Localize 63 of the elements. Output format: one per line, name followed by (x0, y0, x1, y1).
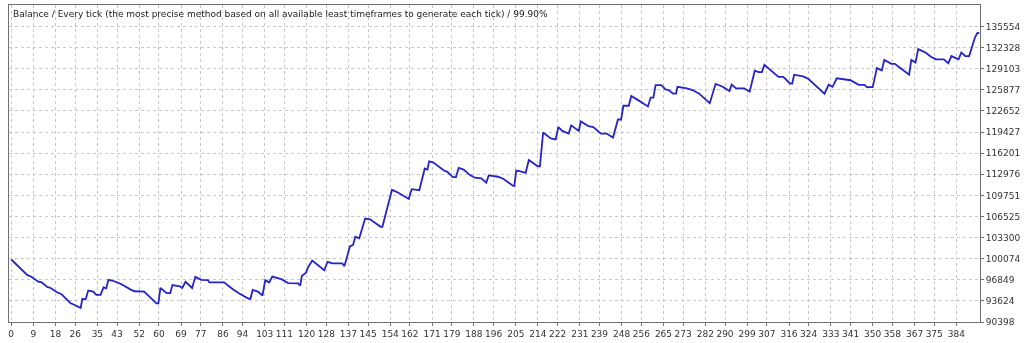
x-tick-label: 196 (485, 328, 503, 339)
x-tick-label: 265 (654, 328, 673, 339)
x-tick-label: 273 (674, 328, 692, 339)
x-tick-label: 18 (49, 328, 62, 339)
x-tick-label: 43 (111, 328, 123, 339)
y-tick-label: 116201 (985, 148, 1021, 159)
x-tick-label: 35 (91, 328, 104, 339)
x-tick-label: 94 (236, 328, 249, 339)
x-tick-label: 290 (716, 328, 734, 339)
x-tick-label: 341 (841, 328, 860, 339)
y-tick-label: 129103 (985, 63, 1021, 74)
x-tick-label: 103 (256, 328, 274, 339)
x-tick-label: 299 (738, 328, 757, 339)
x-tick-label: 358 (883, 328, 902, 339)
y-tick-label: 109751 (985, 190, 1021, 201)
x-tick-label: 256 (632, 328, 651, 339)
x-tick-label: 120 (297, 328, 316, 339)
x-tick-label: 162 (401, 328, 419, 339)
x-tick-label: 248 (613, 328, 631, 339)
x-tick-label: 222 (549, 328, 567, 339)
x-tick-label: 9 (30, 328, 37, 339)
y-tick-label: 106525 (985, 211, 1021, 222)
x-tick-label: 282 (696, 328, 714, 339)
x-tick-label: 137 (339, 328, 358, 339)
x-tick-label: 69 (175, 328, 188, 339)
x-tick-label: 77 (195, 328, 207, 339)
x-tick-label: 367 (905, 328, 924, 339)
x-tick-label: 86 (217, 328, 229, 339)
x-tick-label: 111 (275, 328, 294, 339)
x-tick-label: 171 (423, 328, 441, 339)
x-tick-label: 333 (822, 328, 840, 339)
y-tick-label: 125877 (985, 85, 1021, 96)
x-tick-label: 324 (800, 328, 818, 339)
x-tick-label: 145 (359, 328, 377, 339)
x-tick-label: 179 (443, 328, 461, 339)
x-tick-label: 384 (947, 328, 966, 339)
line-series (10, 31, 980, 309)
x-tick-label: 52 (133, 328, 145, 339)
y-tick-label: 119427 (985, 127, 1021, 138)
x-tick-label: 60 (153, 328, 165, 339)
x-tick-label: 231 (571, 328, 589, 339)
y-tick-label: 132328 (985, 42, 1021, 53)
y-tick-label: 103300 (985, 232, 1021, 243)
x-tick-label: 307 (758, 328, 776, 339)
x-tick-label: 188 (465, 328, 483, 339)
y-tick-label: 90398 (985, 317, 1015, 328)
y-tick-label: 135554 (985, 21, 1021, 32)
x-tick-label: 375 (925, 328, 943, 339)
x-tick-label: 205 (507, 328, 525, 339)
chart-title: Balance / Every tick (the most precise method based on all available least timeframes to generate each tick) / 99.90% (13, 9, 549, 19)
x-tick-label: 239 (590, 328, 609, 339)
y-tick-label: 96849 (985, 274, 1015, 285)
y-tick-label: 100074 (985, 253, 1021, 264)
y-tick-label: 122652 (985, 106, 1021, 117)
y-tick-label: 112976 (985, 169, 1021, 180)
x-tick-label: 350 (864, 328, 882, 339)
x-tick-label: 26 (69, 328, 82, 339)
x-tick-label: 128 (317, 328, 336, 339)
y-tick-label: 93624 (985, 296, 1015, 307)
x-tick-label: 0 (8, 328, 15, 339)
x-tick-label: 154 (381, 328, 400, 339)
x-tick-label: 316 (780, 328, 798, 339)
x-tick-label: 214 (529, 328, 547, 339)
